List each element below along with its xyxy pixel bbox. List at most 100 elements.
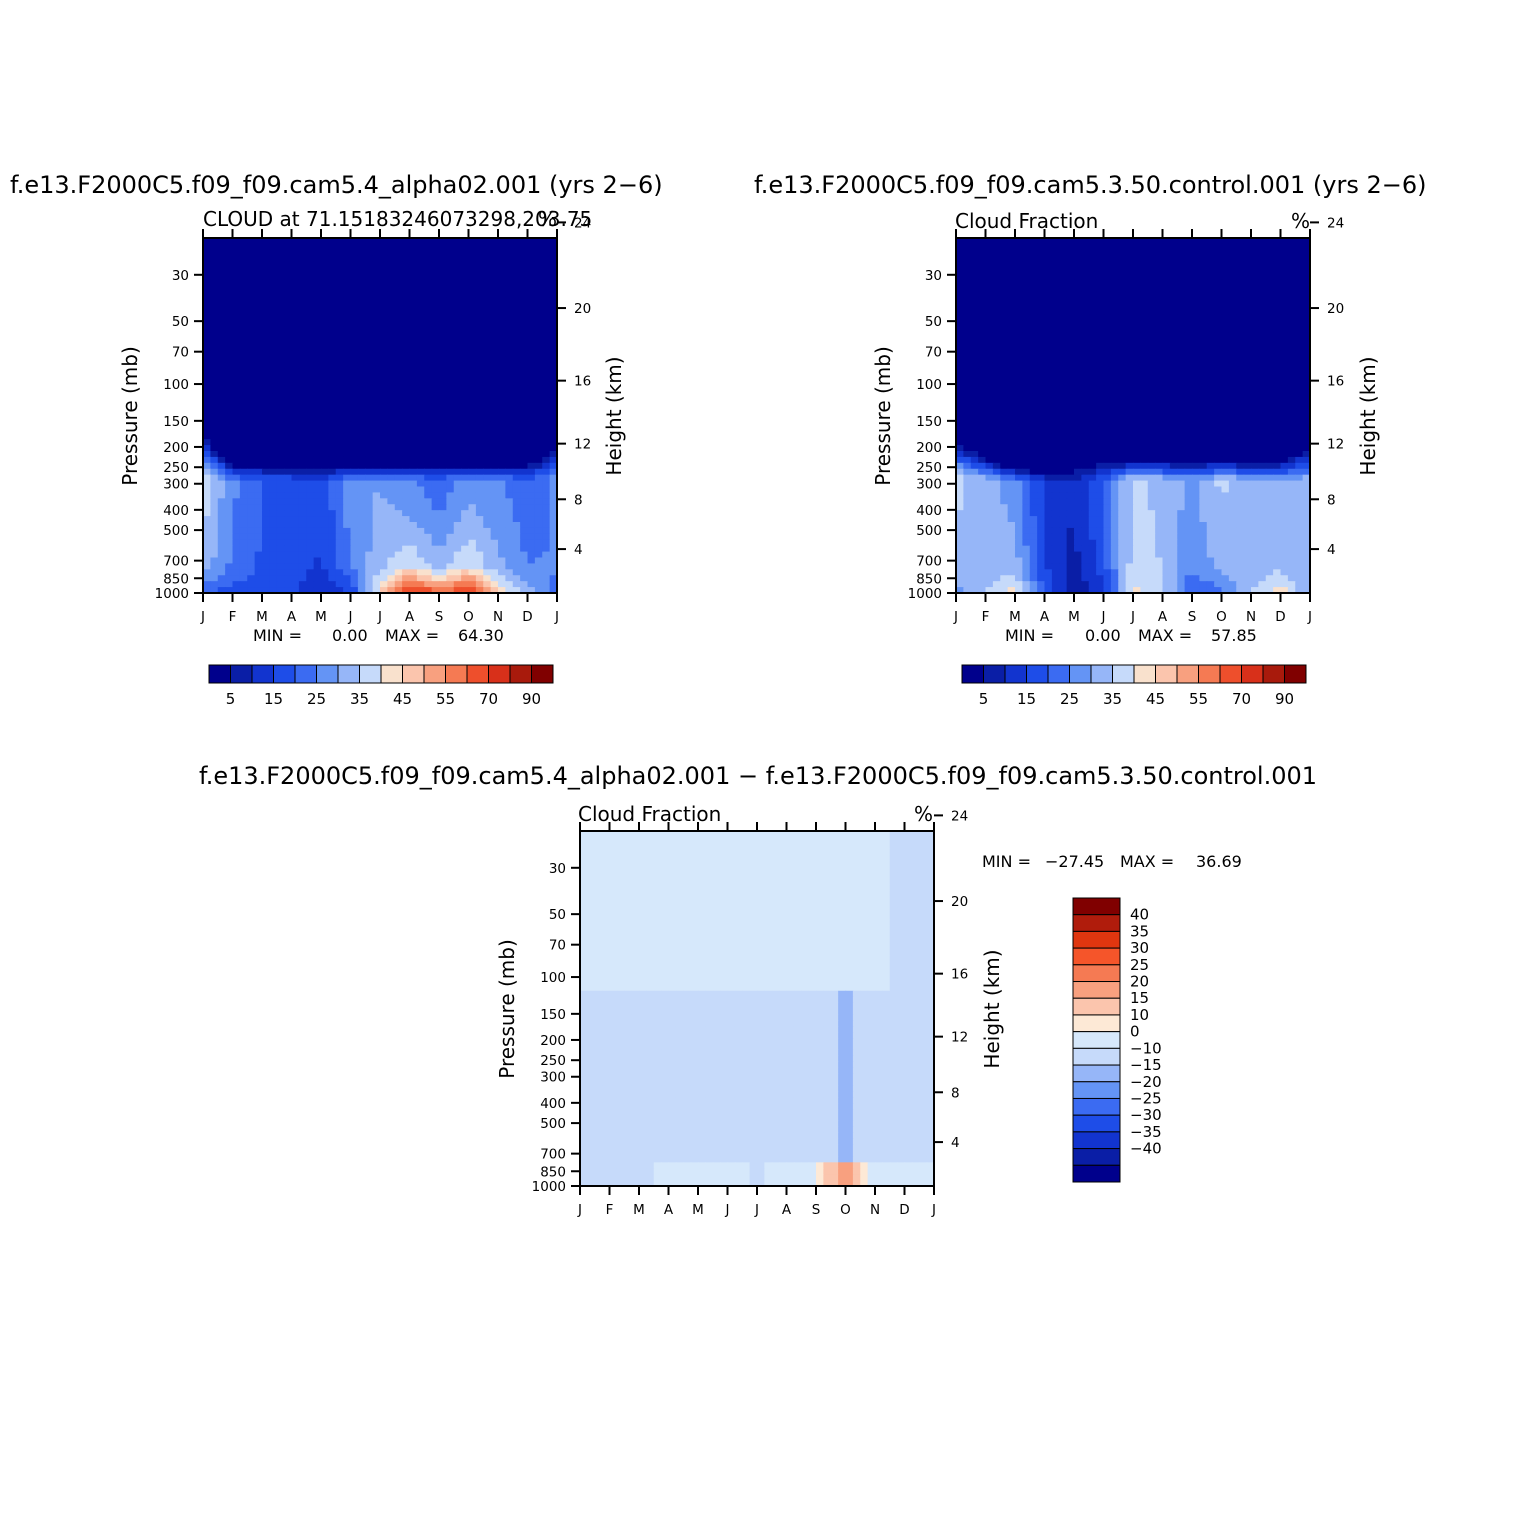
panel1-cell	[453, 433, 462, 440]
panel2-cell	[1007, 462, 1016, 470]
panel1-cell	[284, 587, 293, 594]
panel2-cell	[1199, 255, 1208, 263]
panel1-cell	[461, 456, 470, 464]
panel1-cell	[380, 492, 388, 499]
panel1-cell	[276, 492, 285, 499]
panel2-cell	[1273, 403, 1282, 411]
panel1-cell	[357, 267, 366, 275]
panel1-cell	[328, 273, 337, 281]
panel2-cell	[1015, 267, 1023, 275]
panel2-cell	[1015, 332, 1023, 340]
panel1-cell	[343, 557, 352, 565]
panel2-cell	[985, 439, 994, 446]
panel1-cell	[505, 427, 514, 434]
panel1-cell	[372, 385, 381, 393]
panel1-cell	[306, 285, 315, 292]
panel2-cell	[1280, 362, 1289, 369]
panel1-cell	[394, 380, 403, 387]
panel1-cell	[321, 409, 329, 417]
x-tick-label: J	[200, 609, 205, 625]
panel1-cell	[313, 551, 322, 559]
panel2-cell	[1096, 374, 1105, 381]
panel2-cell	[985, 309, 994, 316]
panel2-cell	[1074, 291, 1082, 298]
panel2-cell	[1295, 427, 1304, 434]
panel2-cell	[963, 249, 972, 257]
panel1-cell	[298, 285, 307, 292]
panel1-cell	[402, 397, 411, 405]
panel1-cell	[527, 433, 536, 440]
panel1-cell	[446, 385, 455, 393]
panel1-cell	[468, 356, 477, 363]
panel2-cell	[1295, 433, 1304, 440]
panel1-cell	[284, 356, 293, 363]
panel2-cell	[1147, 350, 1156, 357]
panel2-cell	[1265, 468, 1274, 476]
panel1-cell	[468, 297, 477, 304]
panel2-cell	[1302, 326, 1311, 334]
panel1-cell	[247, 587, 256, 594]
panel2-cell	[1110, 249, 1119, 257]
panel1-cell	[498, 380, 506, 387]
panel2-cell	[1221, 474, 1230, 482]
panel1-cell	[498, 510, 506, 517]
panel2-cell	[970, 261, 979, 269]
panel2-cell	[1103, 338, 1112, 346]
panel1-cell	[453, 445, 462, 452]
panel1-cell	[461, 249, 470, 257]
panel2-cell	[1265, 344, 1274, 352]
panel1-cell	[439, 344, 447, 352]
panel1-cell	[343, 456, 352, 464]
panel2-cell	[1044, 249, 1053, 257]
panel2-cell	[1037, 421, 1046, 428]
panel1-cell	[431, 533, 440, 541]
panel2-cell	[1287, 468, 1296, 476]
panel2-cell	[1022, 427, 1031, 434]
panel2-cell	[1000, 433, 1009, 440]
panel2-cell	[1236, 385, 1245, 393]
panel2-cell	[1044, 409, 1053, 417]
panel2-cell	[1295, 421, 1304, 428]
panel1-cell	[298, 545, 307, 553]
panel1-cell	[343, 291, 352, 298]
panel1-cell	[394, 279, 403, 286]
panel1-cell	[210, 350, 219, 357]
panel1-cell	[380, 486, 388, 494]
panel1-cell	[203, 338, 211, 346]
panel2-cell	[1295, 415, 1304, 423]
panel1-cell	[343, 539, 352, 547]
panel2-cell	[1243, 309, 1252, 316]
panel1-cell	[490, 273, 499, 281]
panel1-cell	[313, 492, 322, 499]
panel2-cell	[1037, 255, 1046, 263]
panel1-cell	[328, 533, 337, 541]
x-tick-label: M	[256, 609, 268, 625]
panel1-cell	[328, 338, 337, 346]
panel2-cell	[1258, 391, 1267, 399]
pressure-tick-label: 70	[172, 345, 189, 361]
panel1-cell	[380, 403, 388, 411]
panel1-cell	[542, 409, 551, 417]
panel2-cell	[1287, 267, 1296, 275]
panel1-cell	[475, 527, 484, 535]
panel1-cell	[247, 563, 256, 570]
panel2-cell	[978, 462, 987, 470]
panel2-cell	[1037, 309, 1046, 316]
panel1-cell	[416, 433, 425, 440]
panel2-cell	[978, 297, 987, 304]
panel1-cell	[534, 551, 543, 559]
panel1-cell	[357, 243, 366, 251]
panel1-cell	[453, 563, 462, 570]
panel1-cell	[343, 587, 352, 594]
panel1-cell	[313, 338, 322, 346]
panel2-cell	[1088, 332, 1097, 340]
panel2-cell	[963, 451, 972, 458]
panel1-cell	[365, 551, 374, 559]
colorbar-box	[316, 664, 339, 684]
panel2-cell	[1206, 238, 1215, 245]
panel1-cell	[512, 451, 521, 458]
panel2-cell	[1125, 279, 1134, 286]
panel1-cell	[306, 433, 315, 440]
panel2-cell	[1133, 273, 1141, 281]
panel1-cell	[439, 261, 447, 269]
